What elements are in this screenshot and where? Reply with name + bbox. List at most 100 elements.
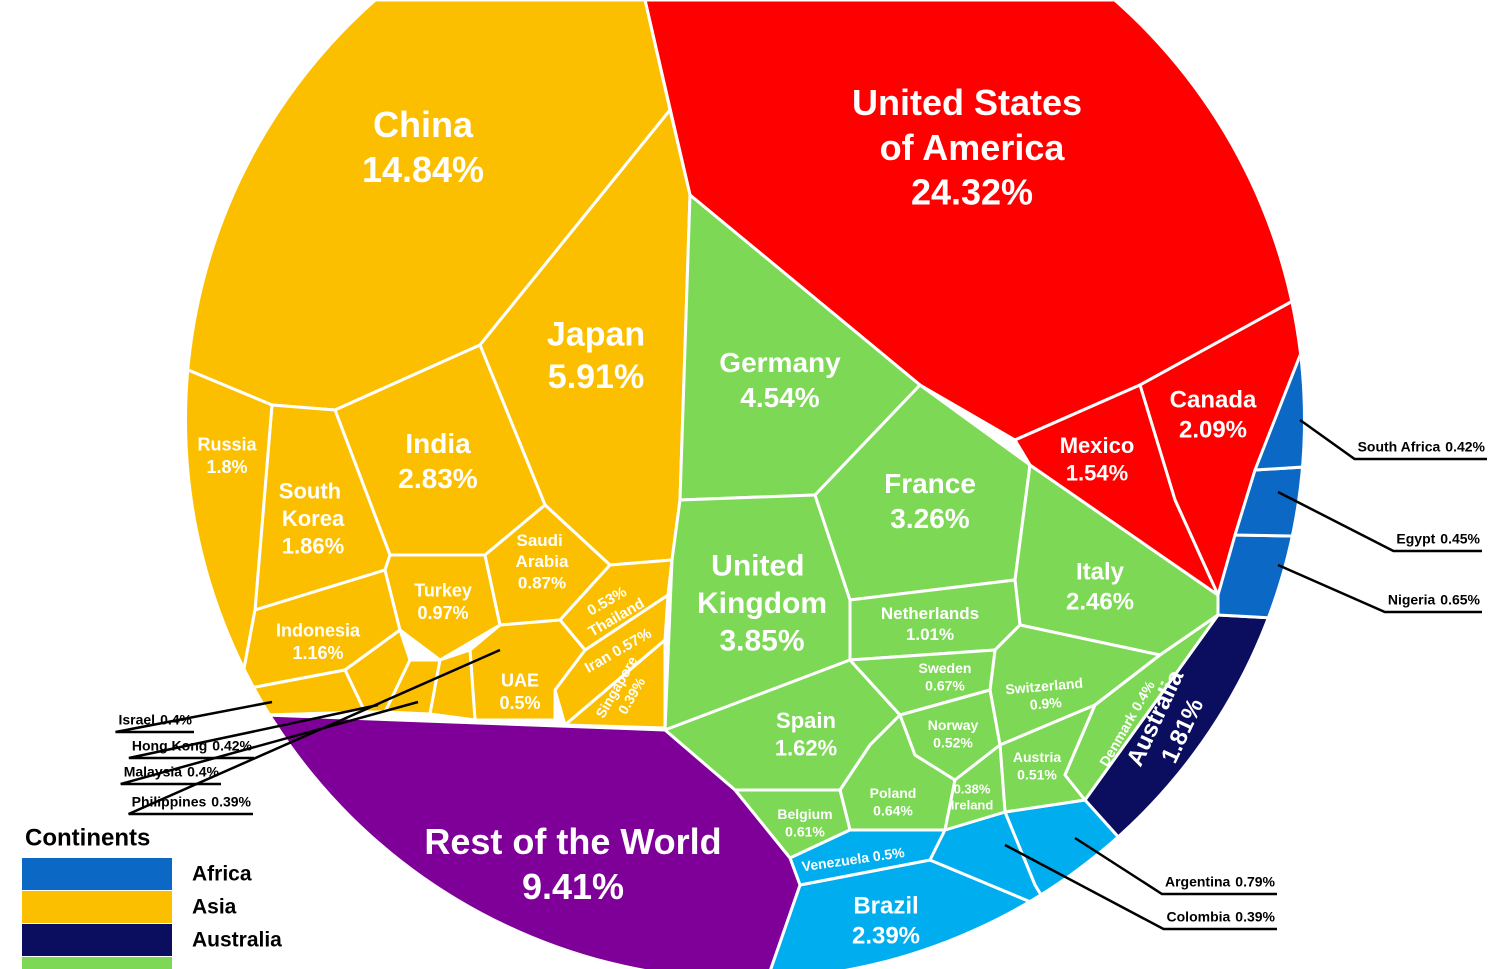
cell-label: Japan [547, 316, 645, 354]
cell-label: Colombia [1167, 909, 1231, 925]
value-label: 0.38% [954, 781, 991, 796]
legend-swatch [22, 891, 172, 923]
value-label: 14.84% [362, 149, 484, 190]
cell [558, 558, 674, 652]
cell-label: South Africa [1358, 439, 1441, 455]
cell-label: Norway [928, 717, 979, 733]
value-label: 3.85% [719, 624, 804, 657]
value-label: 0.5% [872, 844, 906, 864]
value-label: 0.52% [933, 734, 973, 750]
cell-label: Turkey [414, 581, 472, 601]
value-label: 0.42% [1445, 439, 1485, 455]
cell [1253, 328, 1303, 472]
value-label: 0.97% [417, 603, 468, 623]
value-label: 24.32% [911, 172, 1033, 213]
value-label: 0.65% [1440, 592, 1480, 608]
value-label: 0.67% [925, 677, 965, 693]
value-label: 9.41% [522, 866, 624, 907]
cell-label: United States of America [852, 82, 1092, 168]
legend-title: Continents [25, 824, 150, 851]
cell-labels: Saudi Arabia 0.87% [516, 531, 569, 593]
callout: 0.4%Israel [115, 700, 273, 734]
cell [1013, 383, 1220, 597]
callout: 0.39%Philippines [128, 648, 501, 816]
cell-label: Indonesia [276, 621, 361, 641]
cell [943, 743, 1007, 832]
cell-labels: Ireland 0.38% [951, 781, 994, 812]
callout: 0.79%Argentina [1074, 836, 1277, 896]
cell-label: Mexico [1060, 433, 1135, 458]
value-label: 0.87% [518, 574, 566, 593]
value-label: 2.39% [852, 922, 920, 949]
legend-swatch [22, 924, 172, 956]
cell [1216, 533, 1303, 632]
leader-line [1074, 836, 1277, 896]
cell-labels: Italy 2.46% [1066, 558, 1134, 615]
value-label: 4.54% [740, 382, 819, 413]
value-label: 2.83% [398, 463, 477, 494]
cell-label: Nigeria [1388, 592, 1436, 608]
leader-line [1004, 843, 1277, 931]
cell-labels: Netherlands 1.01% [881, 604, 979, 644]
leader-line [1277, 490, 1482, 553]
value-label: 0.51% [1017, 766, 1057, 782]
cell-label: Netherlands [881, 604, 979, 623]
cell-label: Sweden [919, 660, 972, 676]
callout: 0.65%Nigeria [1277, 563, 1482, 614]
cell-label: Poland [870, 785, 917, 801]
cell-label: Israel [118, 712, 155, 728]
cell-label: United Kingdom [697, 549, 827, 620]
cell-label: Rest of the World [424, 821, 721, 862]
cell [187, 368, 274, 692]
cell-labels: Brazil 2.39% [852, 892, 920, 949]
value-label: 1.54% [1066, 461, 1128, 486]
legend-label: Australia [192, 929, 282, 952]
legend-label: Asia [192, 896, 237, 919]
cell-label: Canada [1170, 386, 1257, 413]
cell-labels: Japan 5.91% [547, 316, 645, 397]
value-label: 0.79% [1235, 874, 1275, 890]
value-label: 0.45% [1440, 531, 1480, 547]
cell-labels: India 2.83% [398, 428, 477, 494]
value-label: 1.8% [206, 457, 247, 477]
cell-label: Switzerland [1005, 675, 1084, 698]
cell [1063, 613, 1220, 802]
cell-label: Ireland [951, 798, 994, 813]
cell-labels: Spain 1.62% [775, 708, 837, 761]
cell-label: Germany [719, 347, 841, 378]
callout: 0.42%South Africa [1299, 418, 1487, 461]
value-label: 5.91% [548, 358, 644, 396]
value-label: 1.16% [292, 643, 343, 663]
cell [563, 638, 667, 730]
legend: Continents Africa Asia Australia [22, 824, 282, 969]
value-label: 0.4% [187, 764, 219, 780]
cell-label: UAE [501, 671, 539, 691]
cell-labels: Germany 4.54% [719, 347, 841, 413]
legend-swatch [22, 858, 172, 890]
value-label: 2.46% [1066, 588, 1134, 615]
cell-label: Spain [776, 708, 836, 733]
value-label: 0.61% [785, 823, 825, 839]
cell-label: Malaysia [124, 764, 183, 780]
cell-label: Austria [1013, 749, 1061, 765]
cell-label: South Korea [279, 478, 347, 531]
leader-line [1299, 418, 1487, 461]
cell-labels: France 3.26% [884, 468, 976, 534]
leader-line [128, 648, 501, 816]
value-label: 0.39% [1235, 909, 1275, 925]
value-label: 2.09% [1179, 416, 1247, 443]
legend-label: Africa [192, 863, 252, 886]
cell-label: Russia [197, 435, 257, 455]
